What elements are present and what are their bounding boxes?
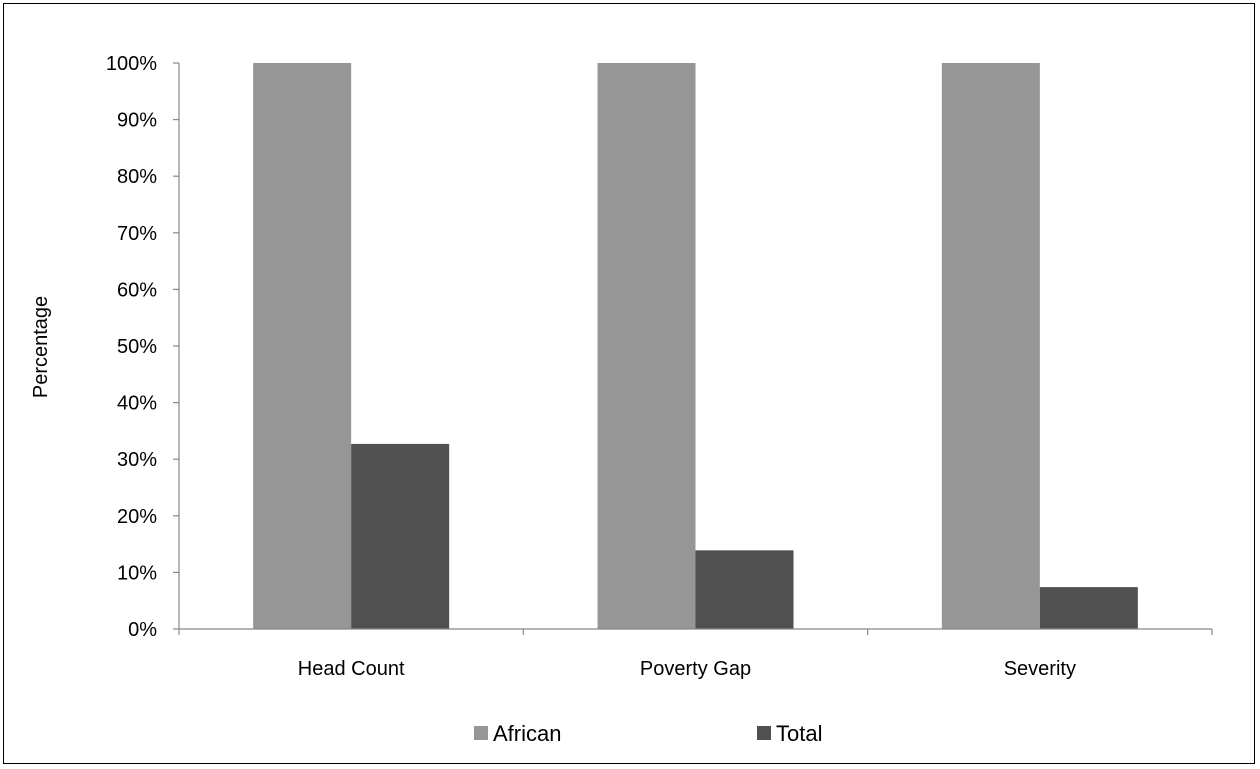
- y-axis-ticks: 0% 10% 20% 30% 40% 50% 60% 70% 80% 90% 100%: [106, 53, 179, 641]
- x-tick-label: Severity: [1004, 658, 1076, 680]
- y-tick-label: 40%: [117, 393, 157, 415]
- y-tick-label: 50%: [117, 336, 157, 358]
- y-tick-label: 80%: [117, 166, 157, 188]
- y-tick-label: 60%: [117, 279, 157, 301]
- legend-label-total: Total: [776, 721, 822, 746]
- x-tick-label: Head Count: [298, 658, 405, 680]
- legend: African Total: [474, 721, 822, 746]
- y-tick-label: 100%: [106, 53, 157, 75]
- y-axis-title: Percentage: [30, 296, 52, 398]
- y-tick-label: 30%: [117, 449, 157, 471]
- bar-african: [941, 63, 1040, 629]
- bar-total: [351, 443, 450, 629]
- bar-total: [1039, 587, 1138, 629]
- x-tick-label: Poverty Gap: [640, 658, 751, 680]
- y-tick-label: 20%: [117, 506, 157, 528]
- y-tick-label: 70%: [117, 223, 157, 245]
- legend-label-african: African: [493, 721, 561, 746]
- bars: [253, 63, 1138, 629]
- bar-african: [253, 63, 352, 629]
- bar-african: [597, 63, 696, 629]
- y-tick-label: 0%: [128, 619, 157, 641]
- bar-total: [695, 550, 794, 629]
- y-tick-label: 10%: [117, 562, 157, 584]
- x-axis-ticks: Head Count Poverty Gap Severity: [178, 629, 1213, 680]
- y-tick-label: 90%: [117, 110, 157, 132]
- legend-swatch-total: [757, 726, 771, 740]
- legend-swatch-african: [474, 726, 488, 740]
